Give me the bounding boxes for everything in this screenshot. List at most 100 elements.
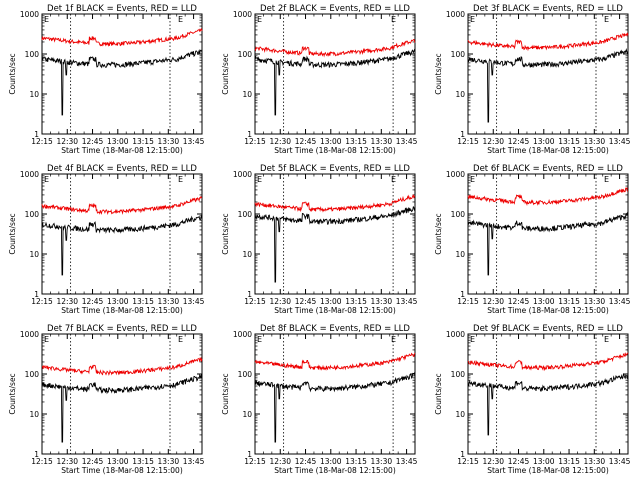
y-tick-label: 1 [34,130,39,139]
x-tick-label: 13:15 [345,297,367,306]
y-tick-label: 1 [247,130,252,139]
x-tick-label: 13:30 [584,297,606,306]
series-line-lld [467,352,629,372]
x-tick-label: 12:30 [482,137,504,146]
x-axis-label: Start Time (18-Mar-08 12:15:00) [274,146,396,155]
x-axis-label: Start Time (18-Mar-08 12:15:00) [487,146,609,155]
y-axis-label: Counts/sec [8,213,17,254]
y-tick-label: 100 [25,370,40,379]
x-tick-label: 13:00 [107,137,129,146]
series-line-lld [467,186,628,207]
corner-mark: E [44,15,49,24]
x-axis-label: Start Time (18-Mar-08 12:15:00) [487,466,609,475]
x-tick-label: 12:45 [508,297,530,306]
series-line-lld [41,28,203,47]
x-tick-label: 13:00 [533,297,555,306]
corner-mark: E [604,335,609,344]
y-tick-label: 1000 [20,330,39,339]
y-tick-label: 10 [29,250,39,259]
x-tick-label: 12:45 [508,137,530,146]
x-tick-label: 13:00 [320,297,342,306]
y-tick-label: 10 [242,250,252,259]
y-tick-label: 1 [460,290,465,299]
series-line-events [41,373,203,443]
x-tick-label: 13:45 [609,137,631,146]
x-tick-label: 13:30 [371,137,393,146]
panel-title: Det 3f BLACK = Events, RED = LLD [473,4,623,14]
x-tick-label: 13:15 [345,137,367,146]
corner-mark: E [391,175,396,184]
y-axis-label: Counts/sec [8,53,17,94]
y-tick-label: 1000 [446,330,465,339]
y-tick-label: 1 [34,290,39,299]
y-tick-label: 100 [451,50,466,59]
y-tick-label: 100 [238,210,253,219]
x-tick-label: 13:45 [183,297,205,306]
corner-mark: E [391,15,396,24]
x-tick-label: 12:15 [457,297,479,306]
y-tick-label: 10 [29,410,39,419]
x-tick-label: 12:15 [31,457,53,466]
x-tick-label: 13:00 [533,137,555,146]
y-tick-label: 1000 [20,170,39,179]
x-tick-label: 13:15 [132,137,154,146]
x-tick-label: 13:30 [158,297,180,306]
y-tick-label: 1000 [233,10,252,19]
y-tick-label: 10 [455,250,465,259]
series-line-events [41,49,203,116]
x-tick-label: 12:15 [244,457,266,466]
x-tick-label: 13:15 [558,137,580,146]
x-tick-label: 13:45 [183,457,205,466]
y-axis-label: Counts/sec [221,213,230,254]
panel-title: Det 2f BLACK = Events, RED = LLD [260,4,410,14]
x-axis-label: Start Time (18-Mar-08 12:15:00) [61,306,183,315]
y-tick-label: 1000 [20,10,39,19]
y-axis-label: Counts/sec [434,53,443,94]
x-axis-label: Start Time (18-Mar-08 12:15:00) [274,466,396,475]
x-tick-label: 13:45 [396,457,418,466]
corner-mark: E [257,15,262,24]
panel-title: Det 6f BLACK = Events, RED = LLD [473,164,623,174]
x-tick-label: 12:15 [31,297,53,306]
x-tick-label: 13:30 [584,457,606,466]
x-tick-label: 12:15 [31,137,53,146]
corner-mark: E [178,175,183,184]
x-tick-label: 12:30 [56,297,78,306]
y-tick-label: 1000 [233,170,252,179]
x-tick-label: 13:45 [396,297,418,306]
y-tick-label: 1 [247,290,252,299]
x-tick-label: 13:15 [132,457,154,466]
x-tick-label: 13:15 [558,457,580,466]
x-tick-label: 12:15 [457,457,479,466]
y-tick-label: 100 [25,50,40,59]
corner-mark: E [391,335,396,344]
panel-title: Det 7f BLACK = Events, RED = LLD [47,324,197,334]
series-line-lld [254,38,416,58]
x-tick-label: 13:00 [320,137,342,146]
corner-mark: E [257,175,262,184]
y-tick-label: 1000 [233,330,252,339]
y-axis-label: Counts/sec [221,373,230,414]
x-tick-label: 12:15 [457,137,479,146]
corner-mark: E [604,15,609,24]
corner-mark: E [178,15,183,24]
x-tick-label: 12:45 [82,297,104,306]
plot-frame [254,173,416,295]
x-tick-label: 13:15 [132,297,154,306]
x-tick-label: 12:30 [482,297,504,306]
x-tick-label: 12:30 [56,457,78,466]
x-tick-label: 13:00 [107,457,129,466]
panel-title: Det 8f BLACK = Events, RED = LLD [260,324,410,334]
corner-mark: E [470,15,475,24]
y-tick-label: 100 [451,370,466,379]
x-tick-label: 13:15 [558,297,580,306]
x-tick-label: 13:15 [345,457,367,466]
panel-title: Det 4f BLACK = Events, RED = LLD [47,164,197,174]
panel-title: Det 5f BLACK = Events, RED = LLD [260,164,410,174]
y-tick-label: 1000 [446,10,465,19]
